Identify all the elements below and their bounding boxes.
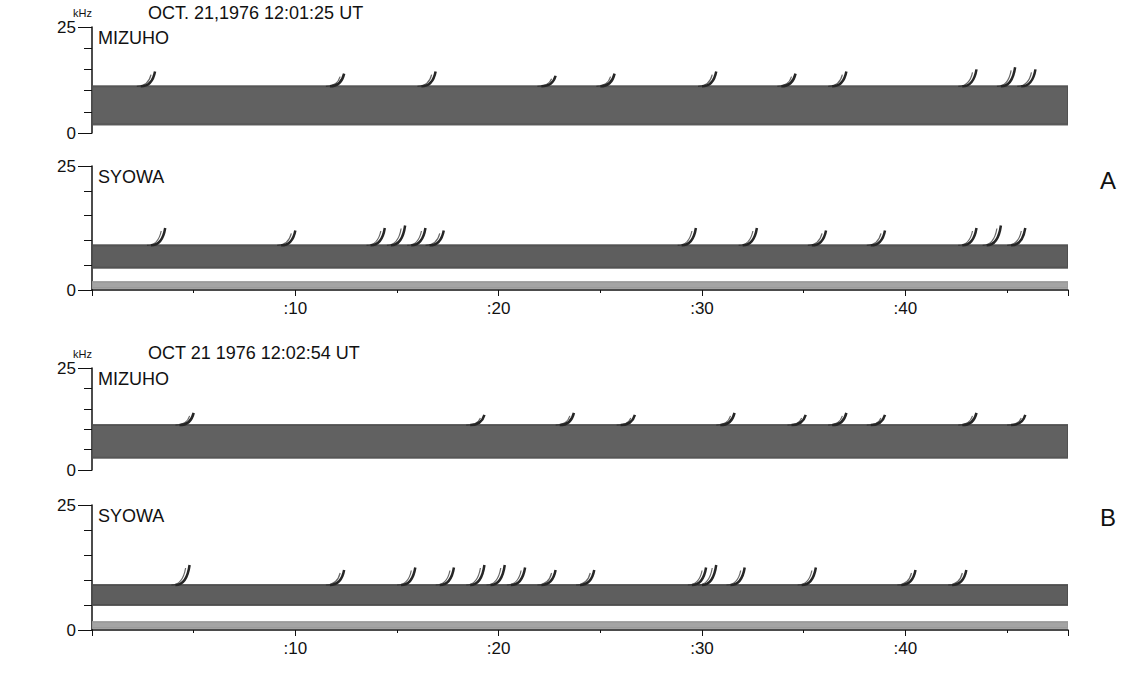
svg-text:kHz: kHz [73, 348, 92, 361]
svg-text:SYOWA: SYOWA [98, 167, 164, 187]
svg-text::30: :30 [690, 639, 714, 658]
svg-text:B: B [1100, 504, 1116, 531]
svg-text:MIZUHO: MIZUHO [98, 369, 169, 389]
svg-text:OCT 21 1976 12:02:54 UT: OCT 21 1976 12:02:54 UT [148, 343, 360, 363]
svg-text::40: :40 [894, 639, 918, 658]
svg-text:0: 0 [67, 281, 76, 300]
svg-text::20: :20 [487, 299, 511, 318]
svg-text:25: 25 [57, 496, 76, 515]
svg-text::20: :20 [487, 639, 511, 658]
svg-text::30: :30 [690, 299, 714, 318]
svg-text:0: 0 [67, 621, 76, 640]
svg-text:OCT. 21,1976 12:01:25 UT: OCT. 21,1976 12:01:25 UT [148, 3, 363, 23]
svg-text:MIZUHO: MIZUHO [98, 28, 169, 48]
svg-text:25: 25 [57, 18, 76, 37]
svg-text:SYOWA: SYOWA [98, 506, 164, 526]
svg-text::10: :10 [284, 639, 308, 658]
svg-text:A: A [1100, 167, 1116, 194]
svg-text:0: 0 [67, 124, 76, 143]
svg-text::40: :40 [894, 299, 918, 318]
svg-text:kHz: kHz [73, 7, 92, 20]
svg-text::10: :10 [284, 299, 308, 318]
svg-text:25: 25 [57, 359, 76, 378]
svg-text:0: 0 [67, 461, 76, 480]
svg-text:25: 25 [57, 157, 76, 176]
